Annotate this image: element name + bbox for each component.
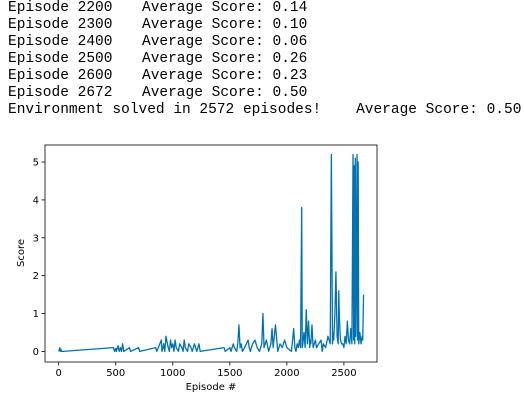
x-tick-label: 1500 <box>217 368 242 379</box>
x-tick-label: 2000 <box>274 368 299 379</box>
log-episode: Episode 2300 <box>8 17 113 33</box>
y-tick-label: 3 <box>33 233 39 244</box>
log-score: Average Score: 0.50 <box>142 85 308 101</box>
x-tick-label: 500 <box>106 368 125 379</box>
log-line: Episode 2600 Average Score: 0.23 <box>8 68 521 85</box>
x-tick-label: 2500 <box>331 368 356 379</box>
log-episode: Episode 2400 <box>8 34 113 50</box>
log-episode: Episode 2600 <box>8 68 113 84</box>
y-tick-label: 2 <box>33 271 39 282</box>
log-line: Episode 2300 Average Score: 0.10 <box>8 17 521 34</box>
log-line: Episode 2400 Average Score: 0.06 <box>8 34 521 51</box>
x-axis-label: Episode # <box>186 382 237 393</box>
y-tick-label: 1 <box>33 309 39 320</box>
log-score: Average Score: 0.14 <box>142 0 308 16</box>
y-axis-label: Score <box>16 239 27 267</box>
y-tick-label: 4 <box>33 195 39 206</box>
y-tick-label: 0 <box>33 347 39 358</box>
x-tick-label: 1000 <box>160 368 185 379</box>
console-output: Episode 2200 Average Score: 0.14 Episode 2… <box>8 0 521 119</box>
log-score: Average Score: 0.26 <box>142 51 308 67</box>
log-solved-message: Environment solved in 2572 episodes! Ave… <box>8 102 522 118</box>
log-episode: Episode 2200 <box>8 0 113 16</box>
axis-ticks: 0 500 1000 1500 2000 2500 0 1 2 3 4 5 <box>33 158 357 379</box>
log-score: Average Score: 0.23 <box>142 68 308 84</box>
log-score: Average Score: 0.06 <box>142 34 308 50</box>
log-episode: Episode 2500 <box>8 51 113 67</box>
log-episode: Episode 2672 <box>8 85 113 101</box>
x-tick-label: 0 <box>56 368 62 379</box>
log-line: Episode 2672 Average Score: 0.50 <box>8 85 521 102</box>
log-score: Average Score: 0.10 <box>142 17 308 33</box>
log-line: Episode 2200 Average Score: 0.14 <box>8 0 521 17</box>
plot-area <box>44 144 378 363</box>
y-tick-label: 5 <box>33 158 39 169</box>
score-series-line <box>58 153 365 353</box>
log-line: Episode 2500 Average Score: 0.26 <box>8 51 521 68</box>
